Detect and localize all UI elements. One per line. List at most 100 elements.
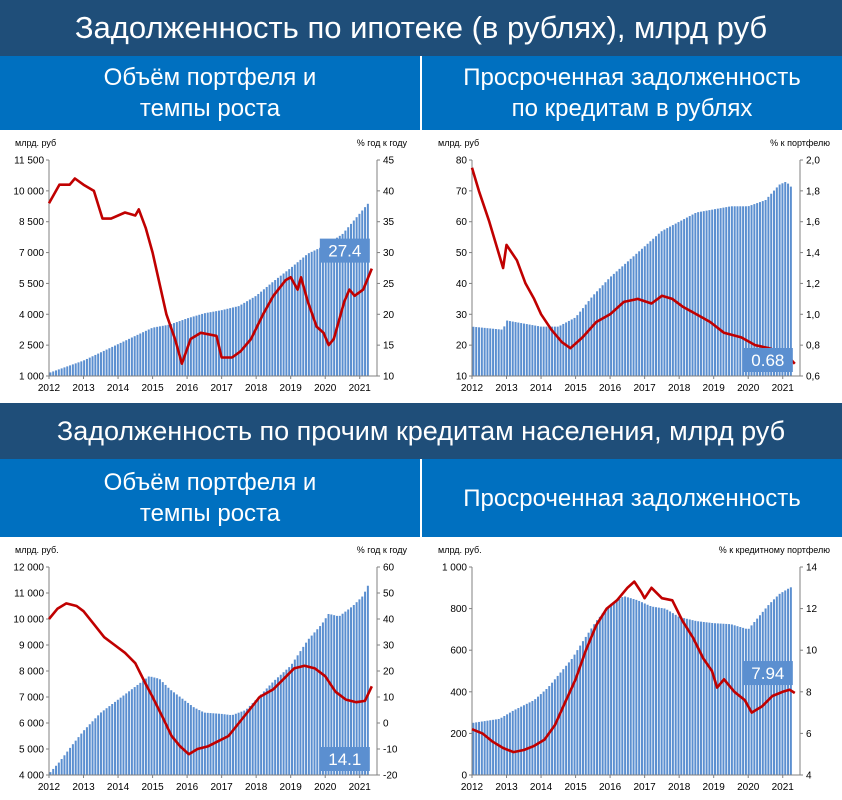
mortgage_portfolio-bar [246,301,249,376]
other_portfolio-bar [150,676,153,775]
mortgage_portfolio-bar [352,220,355,376]
other_overdue-bar [747,628,750,775]
other_portfolio-bar [274,679,277,775]
other_overdue-bar [643,603,646,775]
other_overdue-bar [635,599,638,775]
other-loans-section-banner: Задолженность по прочим кредитам населен… [0,403,842,459]
mortgage_portfolio-bar [243,302,246,376]
mortgage_overdue-bar [497,329,500,376]
other_portfolio-left-tick-label: 10 000 [13,615,44,626]
mortgage_portfolio-bar [282,273,285,376]
other_overdue-bar [657,607,660,775]
other_overdue-right-tick-label: 8 [806,687,812,698]
mortgage_overdue-bar [742,206,745,376]
mortgage_overdue-bar [531,325,534,376]
mortgage_portfolio-bar [55,370,58,376]
mortgage_portfolio-bar [366,203,369,376]
other_portfolio-right-tick-label: 30 [383,641,395,652]
other_portfolio-left-tick-label: 5 000 [19,745,44,756]
other_overdue-bar [489,720,492,775]
mortgage_portfolio-x-tick-label: 2013 [72,383,95,394]
mortgage_overdue-bar [542,326,545,376]
other_portfolio-bar [49,772,52,775]
mortgage_portfolio-bar [158,326,161,376]
mortgage_overdue-x-tick-label: 2019 [703,383,726,394]
mortgage_overdue-bar [478,327,481,376]
other_overdue-bar [503,716,506,775]
other_portfolio-bar [52,768,55,775]
mortgage_portfolio-bar [63,367,66,376]
mortgage_overdue-bar [736,206,739,376]
other_overdue-x-tick-label: 2017 [634,782,657,793]
mortgage_overdue-x-tick-label: 2016 [599,383,622,394]
mortgage_overdue-bar [761,201,764,376]
mortgage_overdue-bar [500,329,503,376]
mortgage-overdue-title-line-1: Просроченная задолженность [463,64,801,91]
mortgage_portfolio-bar [69,365,72,376]
other_portfolio-bar [66,751,69,775]
mortgage_portfolio-bar [128,338,131,376]
other_portfolio-bar [74,740,77,775]
mortgage_portfolio-bar [347,227,350,376]
mortgage_portfolio-right-tick-label: 35 [383,217,395,228]
mortgage_portfolio-x-tick-label: 2012 [38,383,61,394]
mortgage_portfolio-bar [237,306,240,376]
other_portfolio-bar [181,698,184,775]
mortgage_portfolio-x-tick-label: 2021 [349,383,372,394]
other_overdue-bar [629,598,632,775]
mortgage_overdue-bar [784,182,787,376]
other_overdue-bar [604,610,607,775]
mortgage_portfolio-bar [268,284,271,376]
other_portfolio-bar [85,727,88,775]
mortgage_portfolio-bar [229,308,232,376]
mortgage_overdue-bar [626,261,629,376]
mortgage_overdue-bar [728,206,731,376]
other_overdue-bar [492,719,495,775]
other_portfolio-bar [220,713,223,775]
other_overdue-callout-box [742,661,793,686]
other_overdue-bar [702,621,705,775]
mortgage_overdue-bar [756,203,759,376]
other_portfolio-bar [71,744,74,775]
other_overdue-bar [472,722,475,775]
mortgage-overdue-header: Просроченная задолженность по кредитам в… [422,56,842,130]
other_overdue-bar [615,600,618,775]
other_portfolio-right-tick-label: 0 [383,719,389,730]
other_overdue-bar [562,669,565,775]
mortgage_portfolio-bar [361,210,364,376]
mortgage_overdue-x-tick-label: 2012 [461,383,484,394]
other_overdue-bar [573,654,576,775]
other_overdue-bar [534,699,537,775]
other-overdue-chart: млрд. руб. % к кредитному портфелю 0 200 400… [428,537,838,797]
other_portfolio-x-tick-label: 2021 [349,782,372,793]
mortgage_overdue-bar [598,288,601,376]
other_portfolio-bar [296,655,299,775]
other_portfolio-bar [285,669,288,775]
mortgage_portfolio-right-unit-label: % год к году [357,138,408,148]
mortgage_portfolio-bar [232,307,235,376]
mortgage_portfolio-bar [344,230,347,376]
other_portfolio-right-tick-label: 40 [383,615,395,626]
other_overdue-bar [545,689,548,775]
other_portfolio-bar [55,765,58,775]
mortgage-section-banner: Задолженность по ипотеке (в рублях), млр… [0,0,842,56]
mortgage_portfolio-bar [330,241,333,376]
other_portfolio-bar [88,724,91,775]
other_overdue-bar [649,606,652,775]
other_overdue-bar [764,608,767,775]
other_overdue-left-unit-label: млрд. руб. [438,545,482,555]
mortgage_overdue-bar [624,263,627,376]
other_portfolio-bar [271,682,274,775]
other_overdue-bar [767,605,770,775]
mortgage_portfolio-bar [291,266,294,376]
other_overdue-bar [506,714,509,775]
mortgage_overdue-right-tick-label: 0,6 [806,372,820,383]
other_overdue-bar [640,602,643,775]
other_portfolio-bar [99,712,102,775]
other_portfolio-bar [299,651,302,775]
other_overdue-right-tick-label: 10 [806,646,818,657]
mortgage_portfolio-bar [66,366,69,376]
other_overdue-bar [542,691,545,775]
mortgage_overdue-bar [767,196,770,376]
other_portfolio-bar [358,599,361,775]
